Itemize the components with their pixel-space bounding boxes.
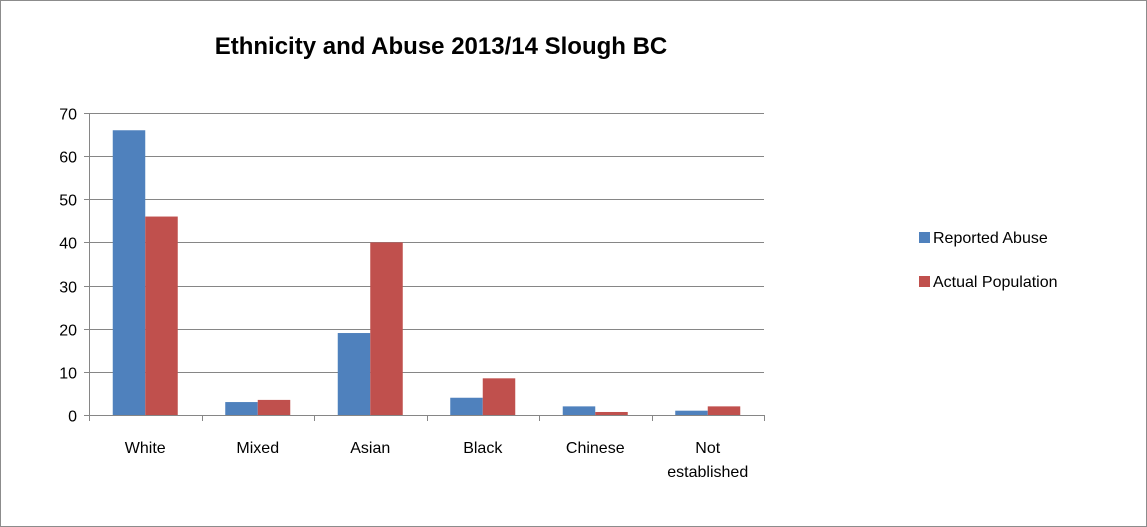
legend-swatch xyxy=(919,276,930,287)
bar-actual-population xyxy=(482,378,516,415)
bar-reported-abuse xyxy=(225,402,258,415)
x-tick-label: established xyxy=(667,464,748,481)
bar-reported-abuse xyxy=(562,406,596,415)
legend-label: Reported Abuse xyxy=(933,230,1048,247)
bar-reported-abuse xyxy=(112,130,146,415)
x-tick-label: Mixed xyxy=(236,440,279,457)
legend-swatch xyxy=(919,232,930,243)
x-tick-label: Asian xyxy=(350,440,390,457)
bar-actual-population xyxy=(145,216,178,415)
y-tick-label: 10 xyxy=(59,366,77,383)
bar-reported-abuse xyxy=(337,333,371,415)
y-tick-label: 20 xyxy=(59,323,77,340)
legend-label: Actual Population xyxy=(933,274,1058,291)
x-tick-label: Chinese xyxy=(566,440,625,457)
y-tick-label: 30 xyxy=(59,280,77,297)
bar-actual-population xyxy=(707,406,741,415)
legend: Reported Abuse Actual Population xyxy=(919,230,1058,291)
axes xyxy=(84,113,765,421)
y-tick-label: 70 xyxy=(59,107,77,124)
bar-reported-abuse xyxy=(450,397,483,415)
x-tick-label: Black xyxy=(463,440,503,457)
bars xyxy=(112,130,741,415)
chart-title: Ethnicity and Abuse 2013/14 Slough BC xyxy=(215,33,668,60)
x-tick-label: White xyxy=(125,440,166,457)
legend-item-actual-population: Actual Population xyxy=(919,274,1058,291)
gridlines xyxy=(89,113,764,373)
bar-actual-population xyxy=(257,399,291,415)
y-tick-label: 40 xyxy=(59,236,77,253)
x-tick-label: Not xyxy=(695,440,720,457)
bar-actual-population xyxy=(595,411,628,415)
bar-actual-population xyxy=(370,242,403,415)
bar-reported-abuse xyxy=(675,410,708,415)
y-tick-label: 60 xyxy=(59,150,77,167)
y-tick-label: 50 xyxy=(59,193,77,210)
legend-item-reported-abuse: Reported Abuse xyxy=(919,230,1048,247)
y-tick-label: 0 xyxy=(68,409,77,426)
tick-labels: 0 10 20 30 40 50 60 70 White Mixed Asian Black Chine… xyxy=(59,107,748,482)
